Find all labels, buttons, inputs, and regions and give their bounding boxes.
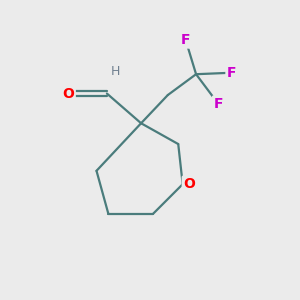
Text: F: F — [214, 97, 223, 111]
Text: F: F — [227, 66, 236, 80]
Text: O: O — [183, 177, 195, 191]
Text: F: F — [181, 33, 190, 47]
Text: H: H — [111, 65, 121, 78]
Text: O: O — [62, 86, 74, 100]
